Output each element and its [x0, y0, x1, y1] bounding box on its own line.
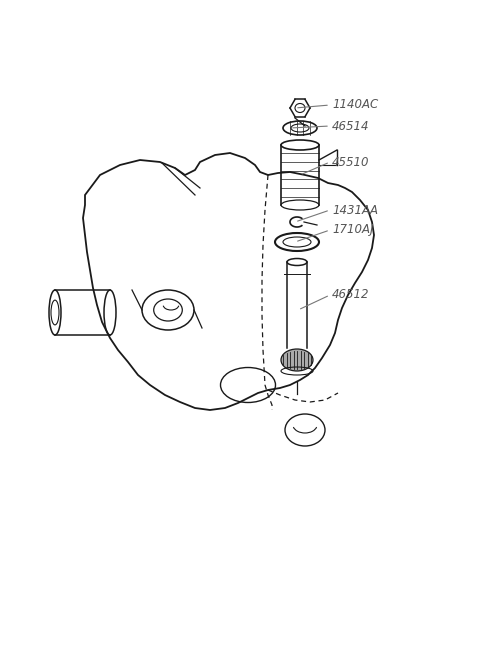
Ellipse shape: [281, 349, 313, 371]
Text: 1710AJ: 1710AJ: [332, 223, 373, 237]
Text: 45510: 45510: [332, 156, 370, 168]
Text: 46512: 46512: [332, 288, 370, 302]
Text: 46514: 46514: [332, 120, 370, 133]
Text: 1140AC: 1140AC: [332, 99, 378, 112]
Text: 1431AA: 1431AA: [332, 204, 378, 217]
